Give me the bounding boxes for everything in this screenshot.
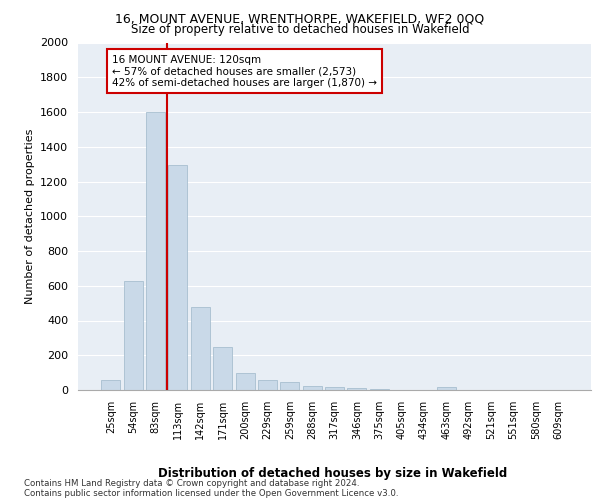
Text: Size of property relative to detached houses in Wakefield: Size of property relative to detached ho… — [131, 24, 469, 36]
Bar — [302, 386, 322, 390]
Text: Contains public sector information licensed under the Open Government Licence v3: Contains public sector information licen… — [24, 489, 398, 498]
Bar — [124, 280, 143, 390]
Text: 16, MOUNT AVENUE, WRENTHORPE, WAKEFIELD, WF2 0QQ: 16, MOUNT AVENUE, WRENTHORPE, WAKEFIELD,… — [115, 12, 485, 26]
Bar — [213, 348, 232, 390]
Bar — [437, 386, 456, 390]
Bar — [191, 306, 210, 390]
Bar — [370, 389, 389, 390]
Text: Contains HM Land Registry data © Crown copyright and database right 2024.: Contains HM Land Registry data © Crown c… — [24, 479, 359, 488]
Bar — [101, 380, 121, 390]
Text: 16 MOUNT AVENUE: 120sqm
← 57% of detached houses are smaller (2,573)
42% of semi: 16 MOUNT AVENUE: 120sqm ← 57% of detache… — [112, 54, 377, 88]
Bar — [258, 380, 277, 390]
Y-axis label: Number of detached properties: Number of detached properties — [25, 128, 35, 304]
Bar — [236, 372, 254, 390]
Bar — [280, 382, 299, 390]
Bar — [169, 165, 187, 390]
Bar — [325, 387, 344, 390]
Text: Distribution of detached houses by size in Wakefield: Distribution of detached houses by size … — [158, 468, 508, 480]
Bar — [347, 388, 367, 390]
Bar — [146, 112, 165, 390]
